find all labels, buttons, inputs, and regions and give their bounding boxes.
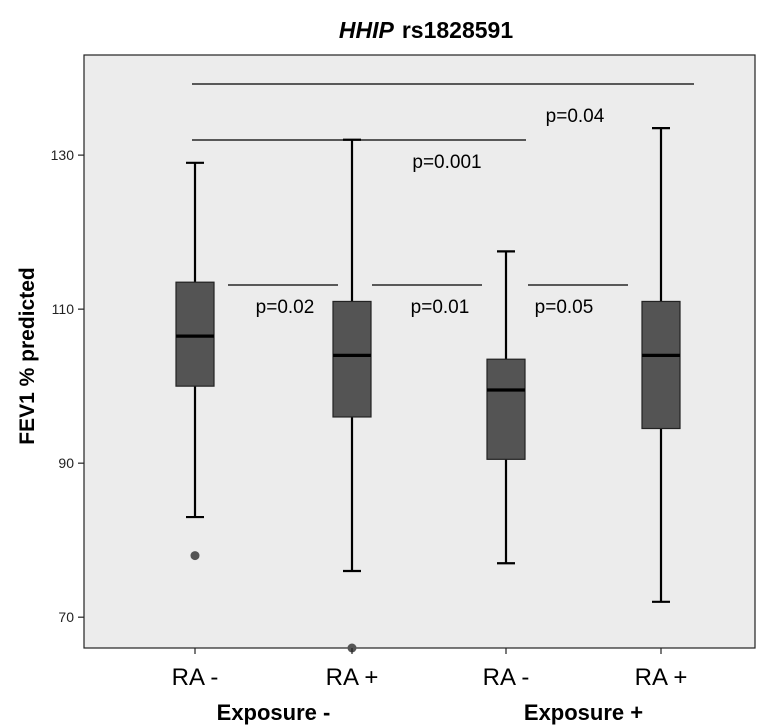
box-3 — [486, 250, 526, 565]
outlier-point — [190, 551, 200, 561]
boxes — [175, 127, 681, 653]
x-category-label: RA - — [172, 664, 219, 691]
box-4 — [641, 127, 681, 603]
box-1 — [175, 161, 215, 561]
comparison-p-value: p=0.001 — [412, 152, 481, 173]
y-tick-label: 70 — [58, 609, 74, 625]
x-category-label: RA + — [326, 664, 379, 691]
y-axis-label: FEV1 % predicted — [16, 267, 39, 444]
iqr-box — [175, 281, 215, 387]
iqr-box — [486, 358, 526, 460]
x-group-label: Exposure - — [217, 700, 331, 725]
comparison-p-value: p=0.05 — [535, 297, 594, 318]
y-tick-label: 110 — [52, 301, 75, 317]
x-group-label: Exposure + — [524, 700, 643, 725]
comparison-p-value: p=0.02 — [256, 297, 315, 318]
comparison-p-value: p=0.01 — [411, 297, 470, 318]
comparison-brackets: p=0.02 p=0.01 p=0.05 p=0.001 p=0.04 — [192, 83, 694, 318]
comparison-p-value: p=0.04 — [546, 106, 605, 127]
x-category-label: RA + — [635, 664, 688, 691]
x-category-label: RA - — [483, 664, 530, 691]
y-tick-label: 130 — [51, 147, 75, 163]
title-snp: rs1828591 — [402, 17, 513, 43]
y-tick-label: 90 — [58, 455, 74, 471]
iqr-box — [641, 300, 681, 430]
chart-title: HHIP rs1828591 — [339, 17, 513, 43]
y-axis: 70 90 110 130 — [51, 147, 84, 625]
box-2 — [332, 138, 372, 653]
x-axis-labels: RA - RA + RA - RA + Exposure - Exposure + — [172, 648, 688, 725]
iqr-box — [332, 300, 372, 418]
title-gene: HHIP — [339, 17, 395, 43]
